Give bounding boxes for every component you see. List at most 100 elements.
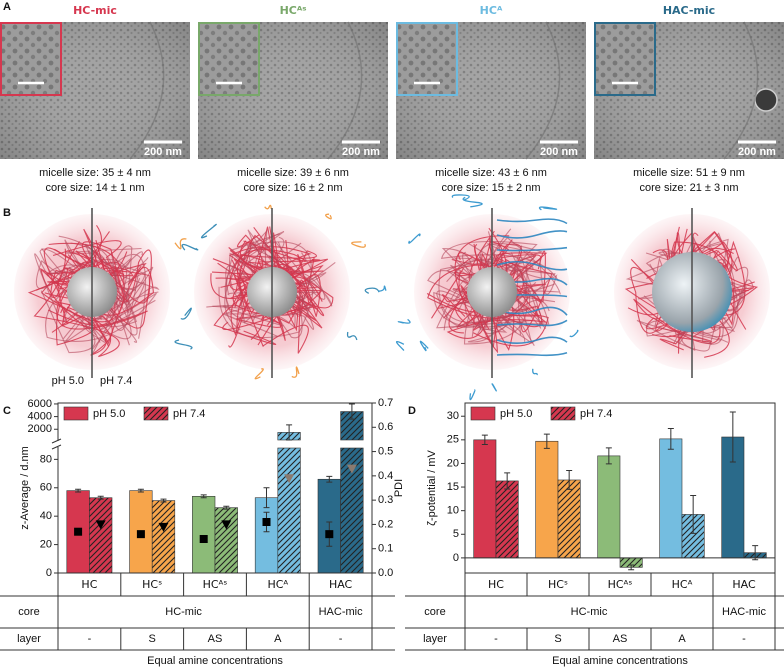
x-tick-label: HCᴬˢ <box>203 578 228 591</box>
free-polymer <box>378 285 387 292</box>
x-tick-label: HCˢ <box>142 578 162 591</box>
layer-cell: S <box>149 633 156 645</box>
micelle-size: micelle size: 43 ± 6 nm <box>435 167 547 179</box>
x-tick-label: HCᴬ <box>672 578 693 591</box>
shell-polymer <box>496 260 568 271</box>
y-tick-label: 5 <box>453 528 459 540</box>
core-cell: HC-mic <box>571 606 608 618</box>
panel-label: C <box>3 405 11 417</box>
layer-cell: A <box>274 633 282 645</box>
grid-edge <box>327 21 363 160</box>
y-tick-label: 15 <box>447 481 459 493</box>
error-bar <box>326 475 333 483</box>
shell-polymer <box>496 319 568 327</box>
free-polymer <box>538 206 558 211</box>
bar <box>473 439 497 559</box>
row-label: layer <box>423 633 447 645</box>
free-polymer <box>364 287 380 294</box>
pdi-marker <box>221 520 232 530</box>
bar <box>192 495 216 574</box>
pdi-marker <box>95 520 106 530</box>
error-bar <box>690 495 697 534</box>
y-axis-title: z-Average / d.nm <box>19 446 31 530</box>
core-cell: HAC-mic <box>319 606 363 618</box>
grid-edge <box>129 21 165 160</box>
layer-cell: - <box>494 633 498 645</box>
bar <box>597 455 621 559</box>
y2-tick-label: 0.6 <box>378 421 393 433</box>
core-size: core size: 14 ± 1 nm <box>46 182 145 194</box>
free-polymer <box>395 341 405 351</box>
legend-label: pH 7.4 <box>173 408 205 420</box>
free-polymer <box>346 331 358 341</box>
free-polymer <box>569 329 579 338</box>
free-polymer <box>254 368 264 380</box>
row-label: layer <box>17 633 41 645</box>
free-polymer <box>351 241 366 248</box>
free-polymer <box>532 368 538 376</box>
y-tick-label: 0 <box>453 552 459 564</box>
core-cell: HAC-mic <box>722 606 766 618</box>
polymer-strand <box>91 267 130 355</box>
y-tick-label: 40 <box>40 510 52 522</box>
y2-tick-label: 0.0 <box>378 567 393 579</box>
y2-tick-label: 0.2 <box>378 518 393 530</box>
pdi-marker <box>262 518 271 526</box>
shell-polymer <box>496 246 568 252</box>
error-bar <box>729 411 736 463</box>
polymer-strand <box>67 239 152 329</box>
legend-swatch <box>143 406 169 421</box>
x-tick-label: HCᴬˢ <box>608 578 633 591</box>
y-tick-label: 20 <box>447 457 459 469</box>
error-bar <box>286 424 293 441</box>
pdi-marker <box>346 464 357 474</box>
bar <box>535 440 559 559</box>
pdi-marker <box>74 527 83 536</box>
shell-polymer <box>496 230 568 239</box>
shell-polymer <box>496 306 568 316</box>
panel-label: D <box>408 405 416 417</box>
panel-label: A <box>3 1 11 13</box>
layer-cell: - <box>742 633 746 645</box>
error-bar <box>605 447 612 465</box>
free-polymer <box>419 340 429 352</box>
free-polymer <box>200 223 217 239</box>
panel-title: HAC-mic <box>663 4 715 17</box>
y-tick-label: 10 <box>447 505 459 517</box>
error-bar <box>481 434 488 446</box>
free-polymer <box>181 243 199 251</box>
bar <box>254 497 279 574</box>
bar <box>277 447 301 574</box>
free-polymer <box>451 194 470 201</box>
y-tick-label: 6000 <box>28 398 52 410</box>
y-tick-label: 0 <box>46 567 52 579</box>
inset <box>198 22 260 96</box>
y2-tick-label: 0.3 <box>378 494 393 506</box>
x-axis-title: Equal amine concentrations <box>552 655 688 667</box>
panel-title: HC-mic <box>73 4 117 17</box>
free-polymer <box>174 339 193 350</box>
scale-bar-label: 200 nm <box>540 146 578 158</box>
free-polymer <box>397 318 411 324</box>
y-tick-label: 60 <box>40 482 52 494</box>
error-bar <box>75 488 82 493</box>
x-tick-label: HAC <box>732 578 756 591</box>
panel-title: HCᴬˢ <box>280 4 307 17</box>
shell-polymer <box>496 336 568 344</box>
free-polymer <box>462 196 483 208</box>
bar <box>557 479 581 559</box>
y-tick-label: 30 <box>447 410 459 422</box>
y-tick-label: 2000 <box>28 423 52 435</box>
polymer-strand <box>81 241 129 303</box>
y-tick-label: 4000 <box>28 411 52 423</box>
bar <box>151 500 176 574</box>
layer-cell: A <box>678 633 686 645</box>
polymer-strand <box>92 272 160 350</box>
x-tick-label: HC <box>488 578 504 591</box>
x-tick-label: HC <box>81 578 97 591</box>
ph-label: pH 5.0 <box>52 375 84 387</box>
x-tick-label: HCˢ <box>548 578 568 591</box>
legend-label: pH 7.4 <box>580 408 612 420</box>
free-polymer <box>264 204 272 210</box>
